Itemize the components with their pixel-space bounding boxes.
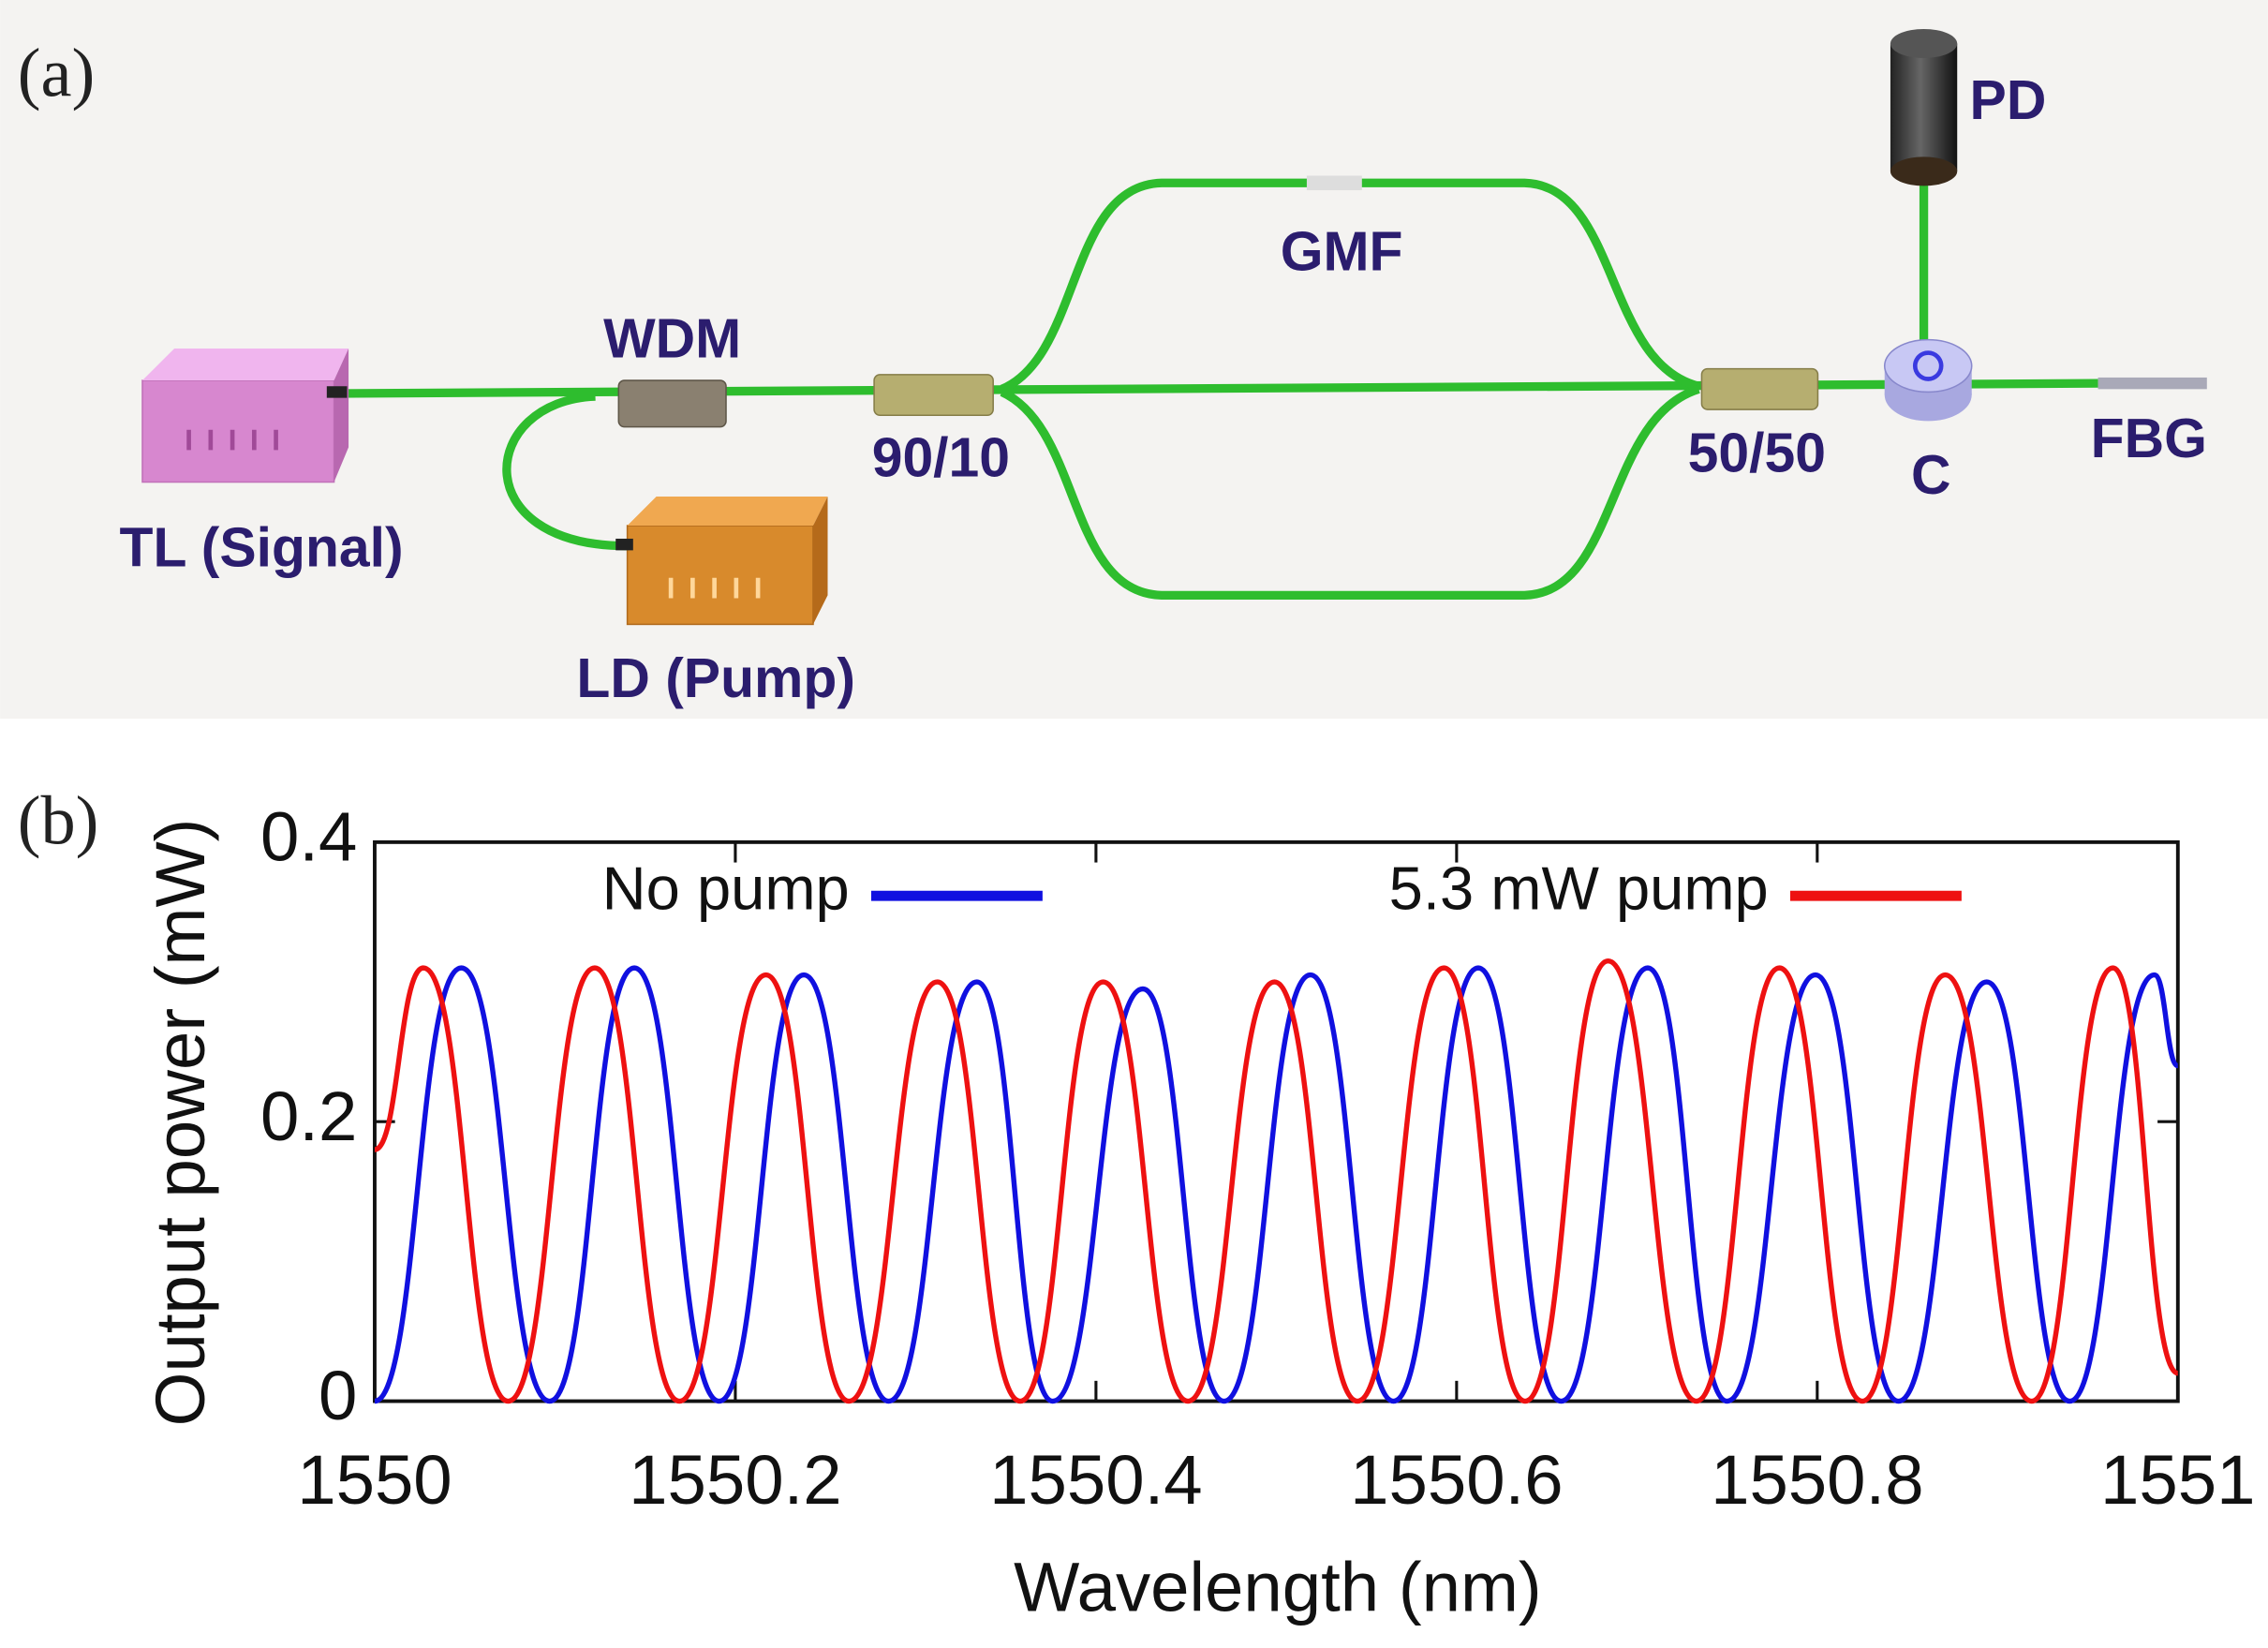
panel-label: (a): [18, 35, 96, 111]
legend-label: No pump: [602, 854, 850, 922]
y-tick-label: 0.4: [260, 798, 357, 876]
data-line: [373, 958, 2180, 1404]
circulator: [1883, 338, 1973, 422]
y-axis-label: Output power (mW): [141, 819, 219, 1427]
x-tick-label: 1550.4: [989, 1441, 1202, 1519]
component-label: 50/50: [1688, 423, 1826, 484]
x-tick-label: 1550.8: [1711, 1441, 1923, 1519]
panel-label: (b): [18, 782, 99, 859]
plot: 0 0.2 0.4 1550 1550.2 1550.4 1550.6 1550.8 1551 N…: [260, 798, 2256, 1520]
x-tick-label: 1551: [2100, 1441, 2255, 1519]
fiber: [1000, 384, 1700, 601]
component-label: 90/10: [872, 427, 1010, 488]
y-tick-label: 0.2: [260, 1077, 357, 1155]
y-tick-label: 0: [319, 1357, 357, 1434]
legend-label: 5.3 mW pump: [1389, 854, 1769, 922]
component-label: LD (Pump): [576, 648, 855, 709]
x-axis-label: Wavelength (nm): [1014, 1549, 1542, 1626]
component-label: C: [1911, 445, 1951, 506]
coupler: [1700, 367, 1819, 410]
fbg: [2098, 377, 2207, 390]
x-tick-label: 1550: [297, 1441, 452, 1519]
coupler: [873, 374, 994, 417]
data-line: [374, 965, 2180, 1404]
component-label: TL (Signal): [120, 517, 404, 578]
component-label: GMF: [1281, 221, 1403, 282]
component-label: WDM: [603, 308, 741, 369]
laser-diode: [615, 497, 828, 626]
x-tick-label: 1550.6: [1350, 1441, 1563, 1519]
tunable-laser: [141, 348, 349, 483]
x-tick-label: 1550.2: [629, 1441, 841, 1519]
fiber-splice: [1306, 175, 1362, 191]
component-label: PD: [1970, 70, 2047, 131]
component-label: FBG: [2091, 408, 2207, 469]
wdm: [617, 379, 727, 428]
fiber: [502, 392, 628, 551]
photodetector: [1890, 28, 1958, 186]
